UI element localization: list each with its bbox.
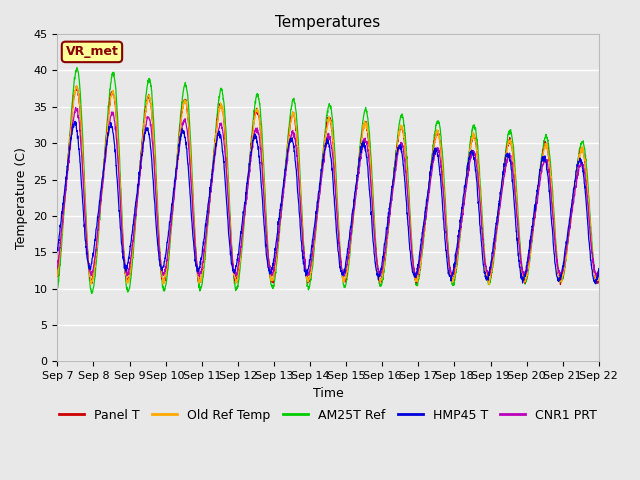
Panel T xyxy=(557,282,564,288)
HMP45 T xyxy=(595,266,603,272)
Old Ref Temp xyxy=(344,262,351,267)
HMP45 T xyxy=(592,281,600,287)
CNR1 PRT xyxy=(205,209,212,215)
HMP45 T xyxy=(486,270,493,276)
AM25T Ref xyxy=(563,252,570,257)
CNR1 PRT xyxy=(548,200,556,205)
CNR1 PRT xyxy=(54,264,61,269)
AM25T Ref xyxy=(344,267,352,273)
AM25T Ref xyxy=(548,173,556,179)
Line: Panel T: Panel T xyxy=(58,86,599,285)
Title: Temperatures: Temperatures xyxy=(275,15,381,30)
Panel T xyxy=(205,211,212,216)
CNR1 PRT xyxy=(412,275,420,281)
AM25T Ref xyxy=(205,210,212,216)
HMP45 T xyxy=(547,213,555,219)
HMP45 T xyxy=(54,245,61,251)
Panel T xyxy=(595,271,603,277)
CNR1 PRT xyxy=(72,105,79,110)
AM25T Ref xyxy=(356,144,364,150)
Text: VR_met: VR_met xyxy=(65,46,118,59)
Panel T xyxy=(54,271,61,276)
CNR1 PRT xyxy=(356,164,364,169)
AM25T Ref xyxy=(486,280,493,286)
HMP45 T xyxy=(356,158,364,164)
AM25T Ref xyxy=(88,290,95,296)
Old Ref Temp xyxy=(205,208,212,214)
Old Ref Temp xyxy=(486,276,493,281)
HMP45 T xyxy=(71,119,79,124)
Panel T xyxy=(563,250,570,255)
Line: AM25T Ref: AM25T Ref xyxy=(58,68,599,293)
Line: HMP45 T: HMP45 T xyxy=(58,121,599,284)
Panel T xyxy=(486,277,493,283)
Panel T xyxy=(547,182,555,188)
Legend: Panel T, Old Ref Temp, AM25T Ref, HMP45 T, CNR1 PRT: Panel T, Old Ref Temp, AM25T Ref, HMP45 … xyxy=(54,404,602,427)
Old Ref Temp xyxy=(54,273,61,278)
Old Ref Temp xyxy=(563,254,570,260)
Y-axis label: Temperature (C): Temperature (C) xyxy=(15,147,28,249)
Panel T xyxy=(344,262,351,268)
Old Ref Temp xyxy=(73,83,81,88)
AM25T Ref xyxy=(73,65,81,71)
Old Ref Temp xyxy=(485,282,493,288)
Line: CNR1 PRT: CNR1 PRT xyxy=(58,108,599,278)
Panel T xyxy=(73,84,81,89)
Old Ref Temp xyxy=(548,180,556,186)
AM25T Ref xyxy=(595,275,603,281)
AM25T Ref xyxy=(54,284,61,290)
Old Ref Temp xyxy=(595,271,603,277)
HMP45 T xyxy=(563,239,570,244)
CNR1 PRT xyxy=(563,246,570,252)
Line: Old Ref Temp: Old Ref Temp xyxy=(58,85,599,285)
HMP45 T xyxy=(205,198,212,204)
X-axis label: Time: Time xyxy=(313,387,344,400)
CNR1 PRT xyxy=(486,270,493,276)
CNR1 PRT xyxy=(595,269,603,275)
HMP45 T xyxy=(344,246,351,252)
Panel T xyxy=(356,154,364,159)
Old Ref Temp xyxy=(356,153,364,159)
CNR1 PRT xyxy=(344,255,351,261)
